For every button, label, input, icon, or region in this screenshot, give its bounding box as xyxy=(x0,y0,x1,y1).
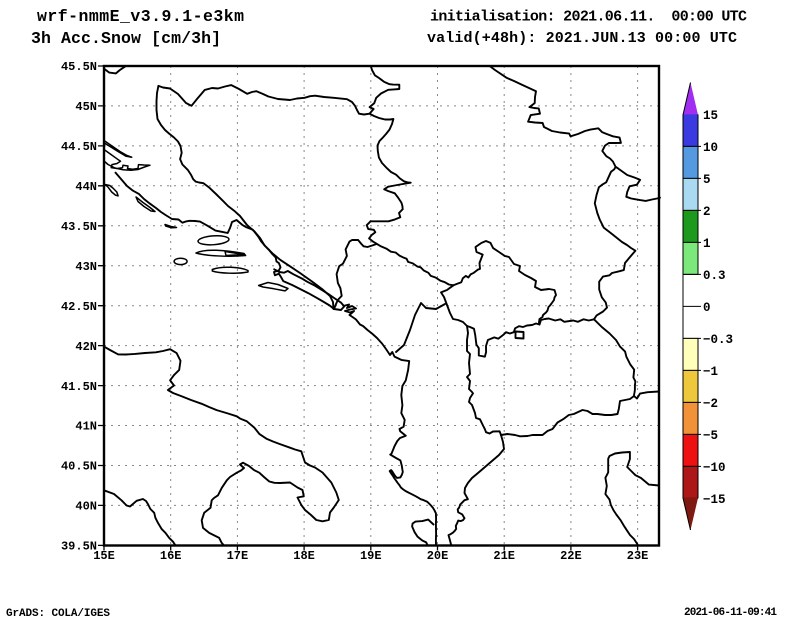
svg-text:−2: −2 xyxy=(703,397,718,411)
svg-text:45N: 45N xyxy=(75,100,97,114)
svg-text:initialisation: 2021.06.11. 0: initialisation: 2021.06.11. 00:00 UTC xyxy=(430,9,747,26)
svg-text:44.5N: 44.5N xyxy=(61,140,97,154)
svg-text:0: 0 xyxy=(703,301,711,315)
svg-text:40N: 40N xyxy=(75,500,97,514)
svg-text:41.5N: 41.5N xyxy=(61,380,97,394)
svg-text:41N: 41N xyxy=(75,420,97,434)
svg-text:−5: −5 xyxy=(703,429,718,443)
svg-text:44N: 44N xyxy=(75,180,97,194)
svg-text:1: 1 xyxy=(703,237,711,251)
svg-text:43.5N: 43.5N xyxy=(61,220,97,234)
svg-text:5: 5 xyxy=(703,173,711,187)
svg-text:20E: 20E xyxy=(427,549,449,563)
svg-text:21E: 21E xyxy=(493,549,515,563)
svg-text:16E: 16E xyxy=(160,549,182,563)
svg-text:23E: 23E xyxy=(627,549,649,563)
svg-text:42N: 42N xyxy=(75,340,97,354)
svg-text:15: 15 xyxy=(703,109,718,123)
svg-text:42.5N: 42.5N xyxy=(61,300,97,314)
svg-text:0.3: 0.3 xyxy=(703,269,726,283)
svg-text:19E: 19E xyxy=(360,549,382,563)
svg-text:−10: −10 xyxy=(703,461,726,475)
svg-text:15E: 15E xyxy=(93,549,115,563)
svg-text:wrf-nmmE_v3.9.1-e3km: wrf-nmmE_v3.9.1-e3km xyxy=(37,7,244,26)
svg-text:43N: 43N xyxy=(75,260,97,274)
svg-text:−15: −15 xyxy=(703,493,726,507)
svg-text:18E: 18E xyxy=(293,549,315,563)
svg-text:2: 2 xyxy=(703,205,711,219)
svg-text:40.5N: 40.5N xyxy=(61,460,97,474)
svg-text:−0.3: −0.3 xyxy=(703,333,733,347)
svg-text:22E: 22E xyxy=(560,549,582,563)
svg-text:3h Acc.Snow [cm/3h]: 3h Acc.Snow [cm/3h] xyxy=(31,29,221,48)
svg-text:−1: −1 xyxy=(703,365,718,379)
svg-text:2021-06-11-09:41: 2021-06-11-09:41 xyxy=(684,607,777,618)
svg-text:valid(+48h): 2021.JUN.13 00:00: valid(+48h): 2021.JUN.13 00:00 UTC xyxy=(427,30,737,47)
svg-text:10: 10 xyxy=(703,141,718,155)
svg-text:GrADS: COLA/IGES: GrADS: COLA/IGES xyxy=(6,608,110,618)
svg-text:17E: 17E xyxy=(227,549,249,563)
svg-text:39.5N: 39.5N xyxy=(61,540,97,554)
svg-text:45.5N: 45.5N xyxy=(61,60,97,74)
